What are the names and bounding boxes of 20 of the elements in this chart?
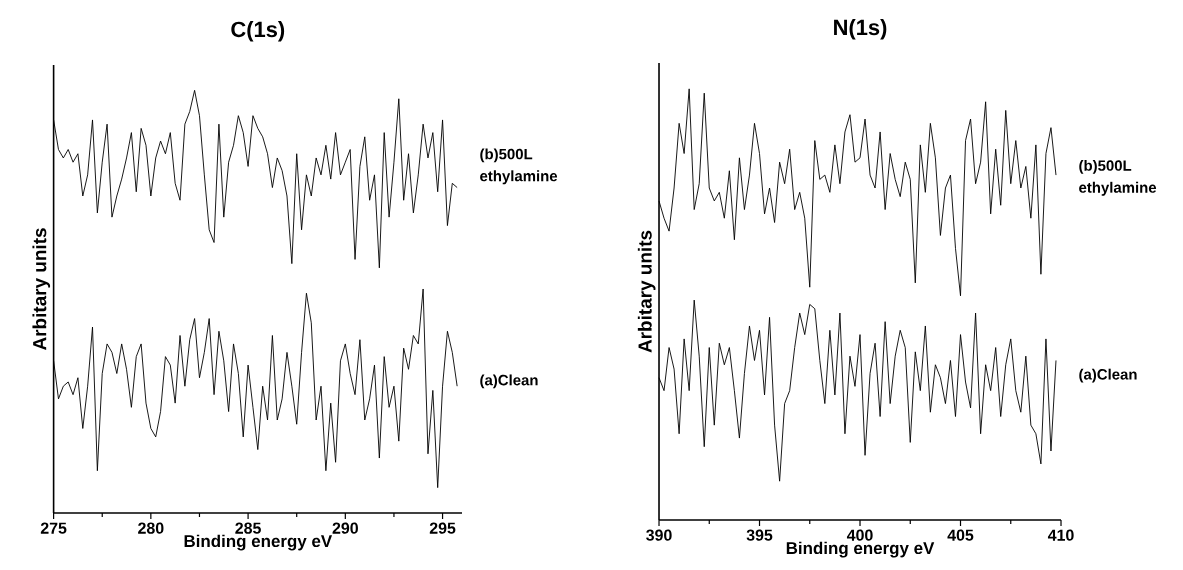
x-axis-title: Binding energy eV xyxy=(184,534,333,551)
x-tick-label: 390 xyxy=(646,529,672,541)
series-label: (a)Clean xyxy=(1079,368,1137,383)
x-tick-label: 410 xyxy=(1047,529,1074,541)
series-label: (a)Clean xyxy=(480,374,538,389)
x-tick-label: 285 xyxy=(235,522,261,534)
x-tick-label: 295 xyxy=(429,522,456,534)
x-tick-label: 405 xyxy=(947,529,974,541)
y-axis-title: Arbitary units xyxy=(637,230,656,353)
x-axis-title: Binding energy eV xyxy=(786,541,935,558)
x-tick-label: 395 xyxy=(746,529,773,541)
x-tick-label: 290 xyxy=(332,522,358,534)
chart-title: C(1s) xyxy=(231,21,285,42)
chart-title: N(1s) xyxy=(834,19,887,40)
x-tick-label: 275 xyxy=(40,522,67,534)
series-label: (b)500L ethylamine xyxy=(1079,159,1157,196)
series-label: (b)500L ethylamine xyxy=(480,148,558,185)
x-tick-label: 280 xyxy=(138,522,164,534)
x-tick-label: 400 xyxy=(846,529,873,541)
y-axis-title: Arbitary units xyxy=(32,228,51,351)
